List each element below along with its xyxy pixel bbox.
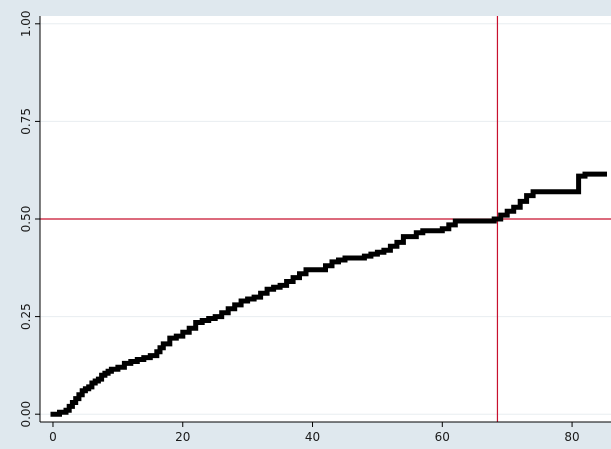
y-tick-label: 0.75 bbox=[19, 108, 33, 135]
x-tick-label: 60 bbox=[435, 430, 450, 444]
x-tick-label: 40 bbox=[305, 430, 320, 444]
y-tick-label: 0.25 bbox=[19, 303, 33, 330]
y-tick-label: 1.00 bbox=[19, 10, 33, 37]
ticks: 0 20 40 60 80 0.00 0.25 0.50 0.75 1.00 bbox=[19, 10, 580, 444]
x-tick-label: 80 bbox=[564, 430, 579, 444]
y-tick-label: 0.00 bbox=[19, 401, 33, 428]
y-tick-label: 0.50 bbox=[19, 206, 33, 233]
x-tick-label: 20 bbox=[175, 430, 190, 444]
x-tick-label: 0 bbox=[49, 430, 57, 444]
series-line bbox=[50, 171, 607, 417]
